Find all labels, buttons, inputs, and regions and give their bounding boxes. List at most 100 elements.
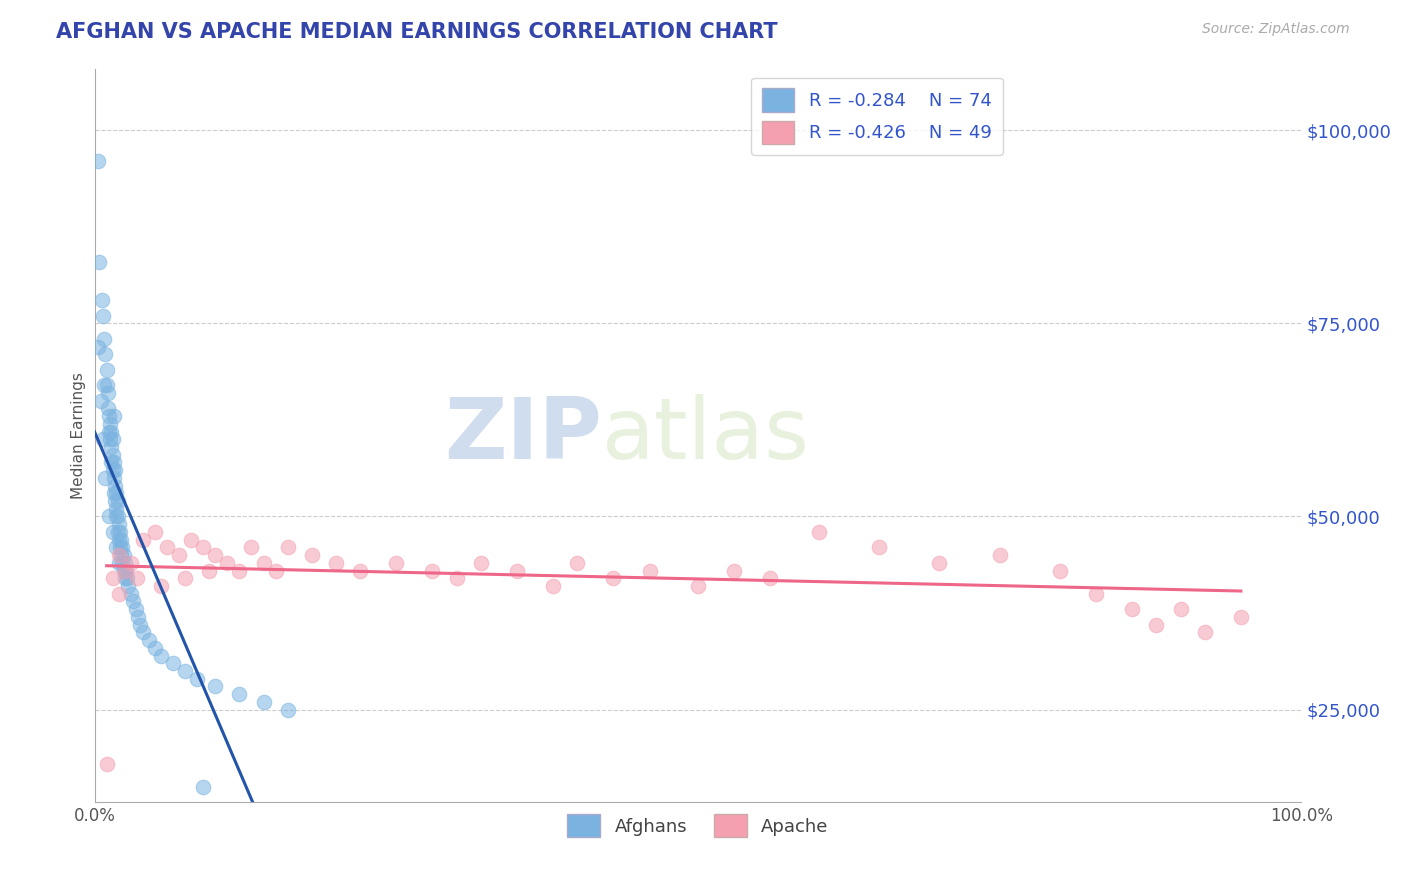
Point <box>111 556 134 570</box>
Point <box>149 648 172 663</box>
Point <box>98 417 121 431</box>
Point <box>112 564 135 578</box>
Point <box>100 425 122 439</box>
Point <box>506 564 529 578</box>
Point <box>1146 617 1168 632</box>
Point <box>138 633 160 648</box>
Point <box>264 564 287 578</box>
Point <box>277 702 299 716</box>
Point <box>96 756 118 771</box>
Point <box>104 463 127 477</box>
Point <box>87 154 110 169</box>
Point <box>93 378 115 392</box>
Point <box>107 533 129 547</box>
Point <box>107 494 129 508</box>
Point <box>1194 625 1216 640</box>
Point <box>91 432 114 446</box>
Point <box>105 501 128 516</box>
Point <box>228 687 250 701</box>
Point <box>143 524 166 539</box>
Point <box>101 571 124 585</box>
Point <box>723 564 745 578</box>
Point <box>101 432 124 446</box>
Point <box>91 309 114 323</box>
Point <box>94 347 117 361</box>
Point <box>107 524 129 539</box>
Point <box>89 254 111 268</box>
Point <box>807 524 830 539</box>
Point <box>120 587 142 601</box>
Point <box>1230 610 1253 624</box>
Point <box>129 617 152 632</box>
Point <box>112 548 135 562</box>
Point <box>108 541 131 555</box>
Point <box>114 564 136 578</box>
Point <box>98 425 121 439</box>
Point <box>110 548 132 562</box>
Point <box>124 602 146 616</box>
Point <box>120 556 142 570</box>
Point <box>103 471 125 485</box>
Text: atlas: atlas <box>602 394 810 477</box>
Point <box>638 564 661 578</box>
Point <box>1085 587 1108 601</box>
Point <box>104 478 127 492</box>
Point <box>217 556 239 570</box>
Point <box>93 332 115 346</box>
Point <box>252 556 274 570</box>
Point <box>107 517 129 532</box>
Point <box>162 657 184 671</box>
Point <box>125 571 148 585</box>
Point <box>422 564 444 578</box>
Point <box>1121 602 1143 616</box>
Point <box>928 556 950 570</box>
Point <box>193 541 215 555</box>
Point <box>186 672 208 686</box>
Point <box>167 548 190 562</box>
Point <box>228 564 250 578</box>
Point <box>180 533 202 547</box>
Point <box>567 556 589 570</box>
Point <box>115 571 138 585</box>
Point <box>385 556 408 570</box>
Point <box>349 564 371 578</box>
Point <box>204 680 226 694</box>
Point <box>174 664 197 678</box>
Point <box>105 541 128 555</box>
Point <box>277 541 299 555</box>
Point <box>111 541 134 555</box>
Point <box>107 587 129 601</box>
Point <box>101 448 124 462</box>
Point <box>107 509 129 524</box>
Point <box>149 579 172 593</box>
Point <box>470 556 492 570</box>
Text: ZIP: ZIP <box>444 394 602 477</box>
Point <box>103 409 125 423</box>
Point <box>868 541 890 555</box>
Y-axis label: Median Earnings: Median Earnings <box>72 372 86 499</box>
Point <box>90 393 112 408</box>
Point <box>100 440 122 454</box>
Point <box>1049 564 1071 578</box>
Point <box>87 340 110 354</box>
Point <box>240 541 263 555</box>
Text: Source: ZipAtlas.com: Source: ZipAtlas.com <box>1202 22 1350 37</box>
Text: AFGHAN VS APACHE MEDIAN EARNINGS CORRELATION CHART: AFGHAN VS APACHE MEDIAN EARNINGS CORRELA… <box>56 22 778 42</box>
Point <box>105 486 128 500</box>
Point <box>115 564 138 578</box>
Point <box>104 494 127 508</box>
Point <box>252 695 274 709</box>
Point <box>96 363 118 377</box>
Point <box>446 571 468 585</box>
Point <box>96 378 118 392</box>
Point <box>132 533 155 547</box>
Point <box>101 463 124 477</box>
Point <box>110 533 132 547</box>
Point <box>105 509 128 524</box>
Legend: Afghans, Apache: Afghans, Apache <box>560 807 835 845</box>
Point <box>759 571 782 585</box>
Point <box>156 541 179 555</box>
Point <box>988 548 1011 562</box>
Point <box>100 455 122 469</box>
Point <box>198 564 221 578</box>
